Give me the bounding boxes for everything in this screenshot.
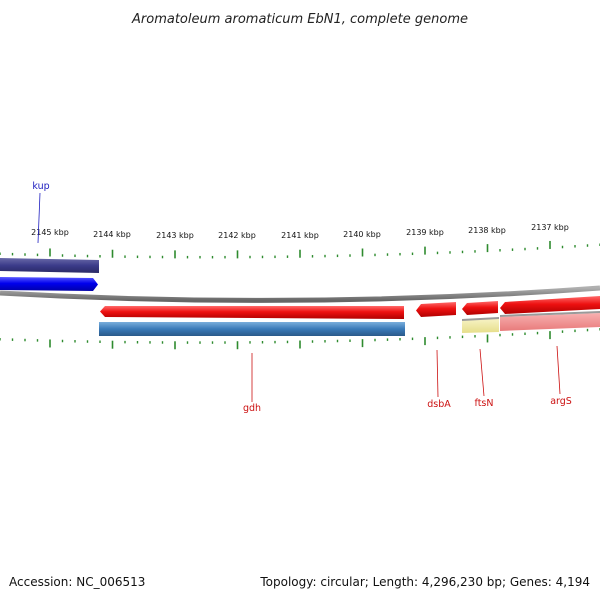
gdh-label: gdh bbox=[243, 403, 261, 414]
tick-label: 2142 kbp bbox=[218, 231, 256, 240]
tick-label: 2137 kbp bbox=[531, 223, 569, 232]
tick-label: 2138 kbp bbox=[468, 226, 506, 235]
gdh-feature-bar bbox=[99, 322, 405, 336]
kup-label: kup bbox=[32, 181, 49, 192]
genome-backbone bbox=[0, 285, 600, 303]
ftsN-gene-arrow bbox=[462, 301, 498, 315]
ftsN-label: ftsN bbox=[475, 398, 494, 409]
topology-text: Topology: circular; Length: 4,296,230 bp… bbox=[259, 575, 590, 589]
tick-label: 2143 kbp bbox=[156, 231, 194, 240]
dsbA-leader-line bbox=[436, 349, 439, 398]
argS-feature-cap bbox=[500, 311, 600, 317]
argS-feature-bar bbox=[500, 313, 600, 331]
kup-feature-bar bbox=[0, 258, 99, 273]
argS-leader-line bbox=[556, 345, 561, 395]
gdh-gene-arrow bbox=[100, 306, 404, 319]
upper-tick-ring bbox=[0, 240, 600, 259]
tick-label: 2140 kbp bbox=[343, 230, 381, 239]
tick-label: 2139 kbp bbox=[406, 228, 444, 237]
argS-gene-arrow bbox=[500, 296, 600, 314]
dsbA-gene-arrow bbox=[416, 302, 456, 317]
map-title: Aromatoleum aromaticum EbN1, complete ge… bbox=[131, 12, 468, 27]
argS-label: argS bbox=[550, 396, 572, 407]
ftsN-feature-cap bbox=[462, 317, 499, 321]
kup-gene-arrow bbox=[0, 277, 98, 291]
tick-label: 2141 kbp bbox=[281, 231, 319, 240]
tick-labels: 2145 kbp 2144 kbp 2143 kbp 2142 kbp 2141… bbox=[31, 223, 569, 240]
kup-leader-line bbox=[37, 192, 41, 244]
lower-tick-ring bbox=[0, 328, 600, 350]
dsbA-label: dsbA bbox=[427, 399, 451, 410]
tick-label: 2145 kbp bbox=[31, 228, 69, 237]
ftsN-feature-bar bbox=[462, 318, 499, 333]
tick-label: 2144 kbp bbox=[93, 230, 131, 239]
ftsN-leader-line bbox=[479, 348, 485, 397]
accession-text: Accession: NC_006513 bbox=[9, 575, 145, 589]
